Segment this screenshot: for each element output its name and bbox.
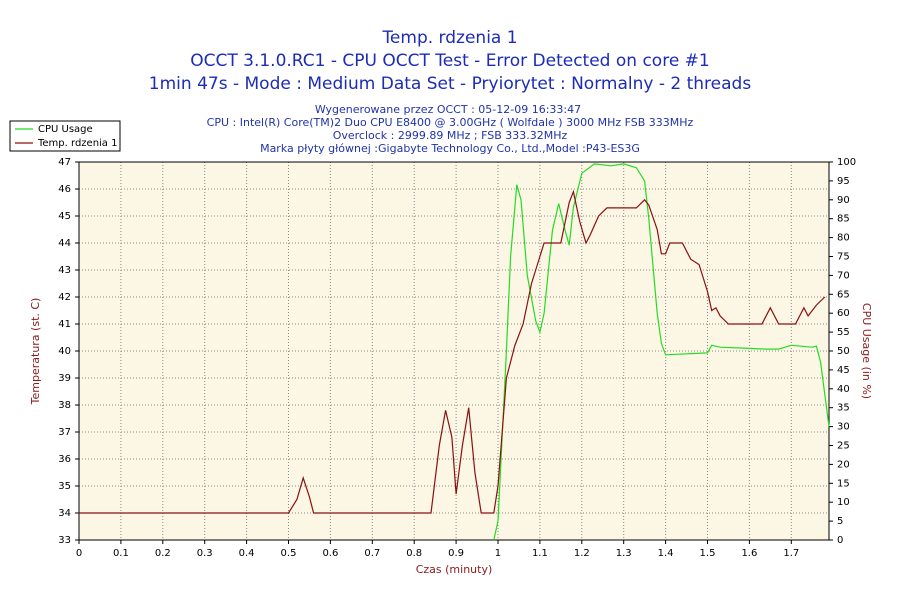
chart-title: Temp. rdzenia 1 [381,28,517,48]
y2-tick-label: 90 [837,195,850,206]
y2-tick-label: 100 [837,157,856,168]
y2-tick-label: 10 [837,497,850,508]
y-tick-label: 40 [58,346,71,357]
x-tick-label: 0.5 [281,548,297,559]
y2-tick-label: 5 [837,516,843,527]
x-tick-label: 0 [76,548,82,559]
y-tick-label: 38 [58,400,71,411]
x-tick-label: 0.7 [364,548,380,559]
x-tick-label: 1.4 [658,548,674,559]
x-tick-label: 0.3 [197,548,213,559]
y2-tick-label: 15 [837,478,850,489]
x-tick-label: 0.9 [448,548,464,559]
series-line [493,163,830,541]
y2-tick-label: 20 [837,459,850,470]
y2-tick-label: 70 [837,270,850,281]
info-line: Wygenerowane przez OCCT : 05-12-09 16:33… [315,103,581,116]
y2-tick-label: 40 [837,384,850,395]
y2-tick-label: 75 [837,252,850,263]
x-tick-label: 1.1 [532,548,548,559]
legend [9,120,121,152]
x-tick-label: 1.6 [741,548,757,559]
y-tick-label: 44 [58,238,71,249]
x-tick-label: 0.2 [155,548,171,559]
y2-tick-label: 50 [837,346,850,357]
legend-label: Temp. rdzenia 1 [37,138,117,149]
y-tick-label: 41 [58,319,71,330]
y-tick-label: 33 [58,535,71,546]
y2-tick-label: 0 [837,535,843,546]
y-tick-label: 43 [58,265,71,276]
y-tick-label: 36 [58,454,71,465]
info-line: Overclock : 2999.89 MHz ; FSB 333.32MHz [333,129,568,142]
y2-tick-label: 55 [837,327,850,338]
y-axis-label: Temperatura (st. C) [29,298,42,406]
y-tick-label: 45 [58,211,71,222]
x-tick-label: 1.2 [574,548,590,559]
y-tick-label: 42 [58,292,71,303]
x-tick-label: 0.1 [113,548,129,559]
y-tick-label: 35 [58,481,71,492]
x-tick-label: 0.4 [239,548,255,559]
y2-tick-label: 65 [837,289,850,300]
y-tick-label: 46 [58,184,71,195]
info-line: Marka płyty głównej :Gigabyte Technology… [260,142,640,155]
y2-tick-label: 80 [837,233,850,244]
x-tick-label: 0.8 [406,548,422,559]
y2-tick-label: 30 [837,422,850,433]
info-line: CPU : Intel(R) Core(TM)2 Duo CPU E8400 @… [207,116,694,129]
y-tick-label: 39 [58,373,71,384]
y-tick-label: 47 [58,157,71,168]
x-tick-label: 1 [495,548,501,559]
y2-tick-label: 85 [837,214,850,225]
y-tick-label: 37 [58,427,71,438]
y2-tick-label: 25 [837,441,850,452]
legend-label: CPU Usage [38,124,93,135]
x-tick-label: 1.3 [616,548,632,559]
plot-frame [78,161,830,541]
x-tick-label: 1.7 [783,548,799,559]
series-line [79,189,826,514]
x-tick-label: 0.6 [322,548,338,559]
y2-axis-label: CPU Usage (in %) [860,303,873,399]
chart-subtitle: 1min 47s - Mode : Medium Data Set - Pryi… [149,74,752,94]
y2-tick-label: 35 [837,403,850,414]
y-tick-label: 34 [58,508,71,519]
y2-tick-label: 60 [837,308,850,319]
x-axis-label: Czas (minuty) [416,563,493,576]
y2-tick-label: 95 [837,176,850,187]
y2-tick-label: 45 [837,365,850,376]
chart-subtitle: OCCT 3.1.0.RC1 - CPU OCCT Test - Error D… [190,51,710,71]
x-tick-label: 1.5 [700,548,716,559]
